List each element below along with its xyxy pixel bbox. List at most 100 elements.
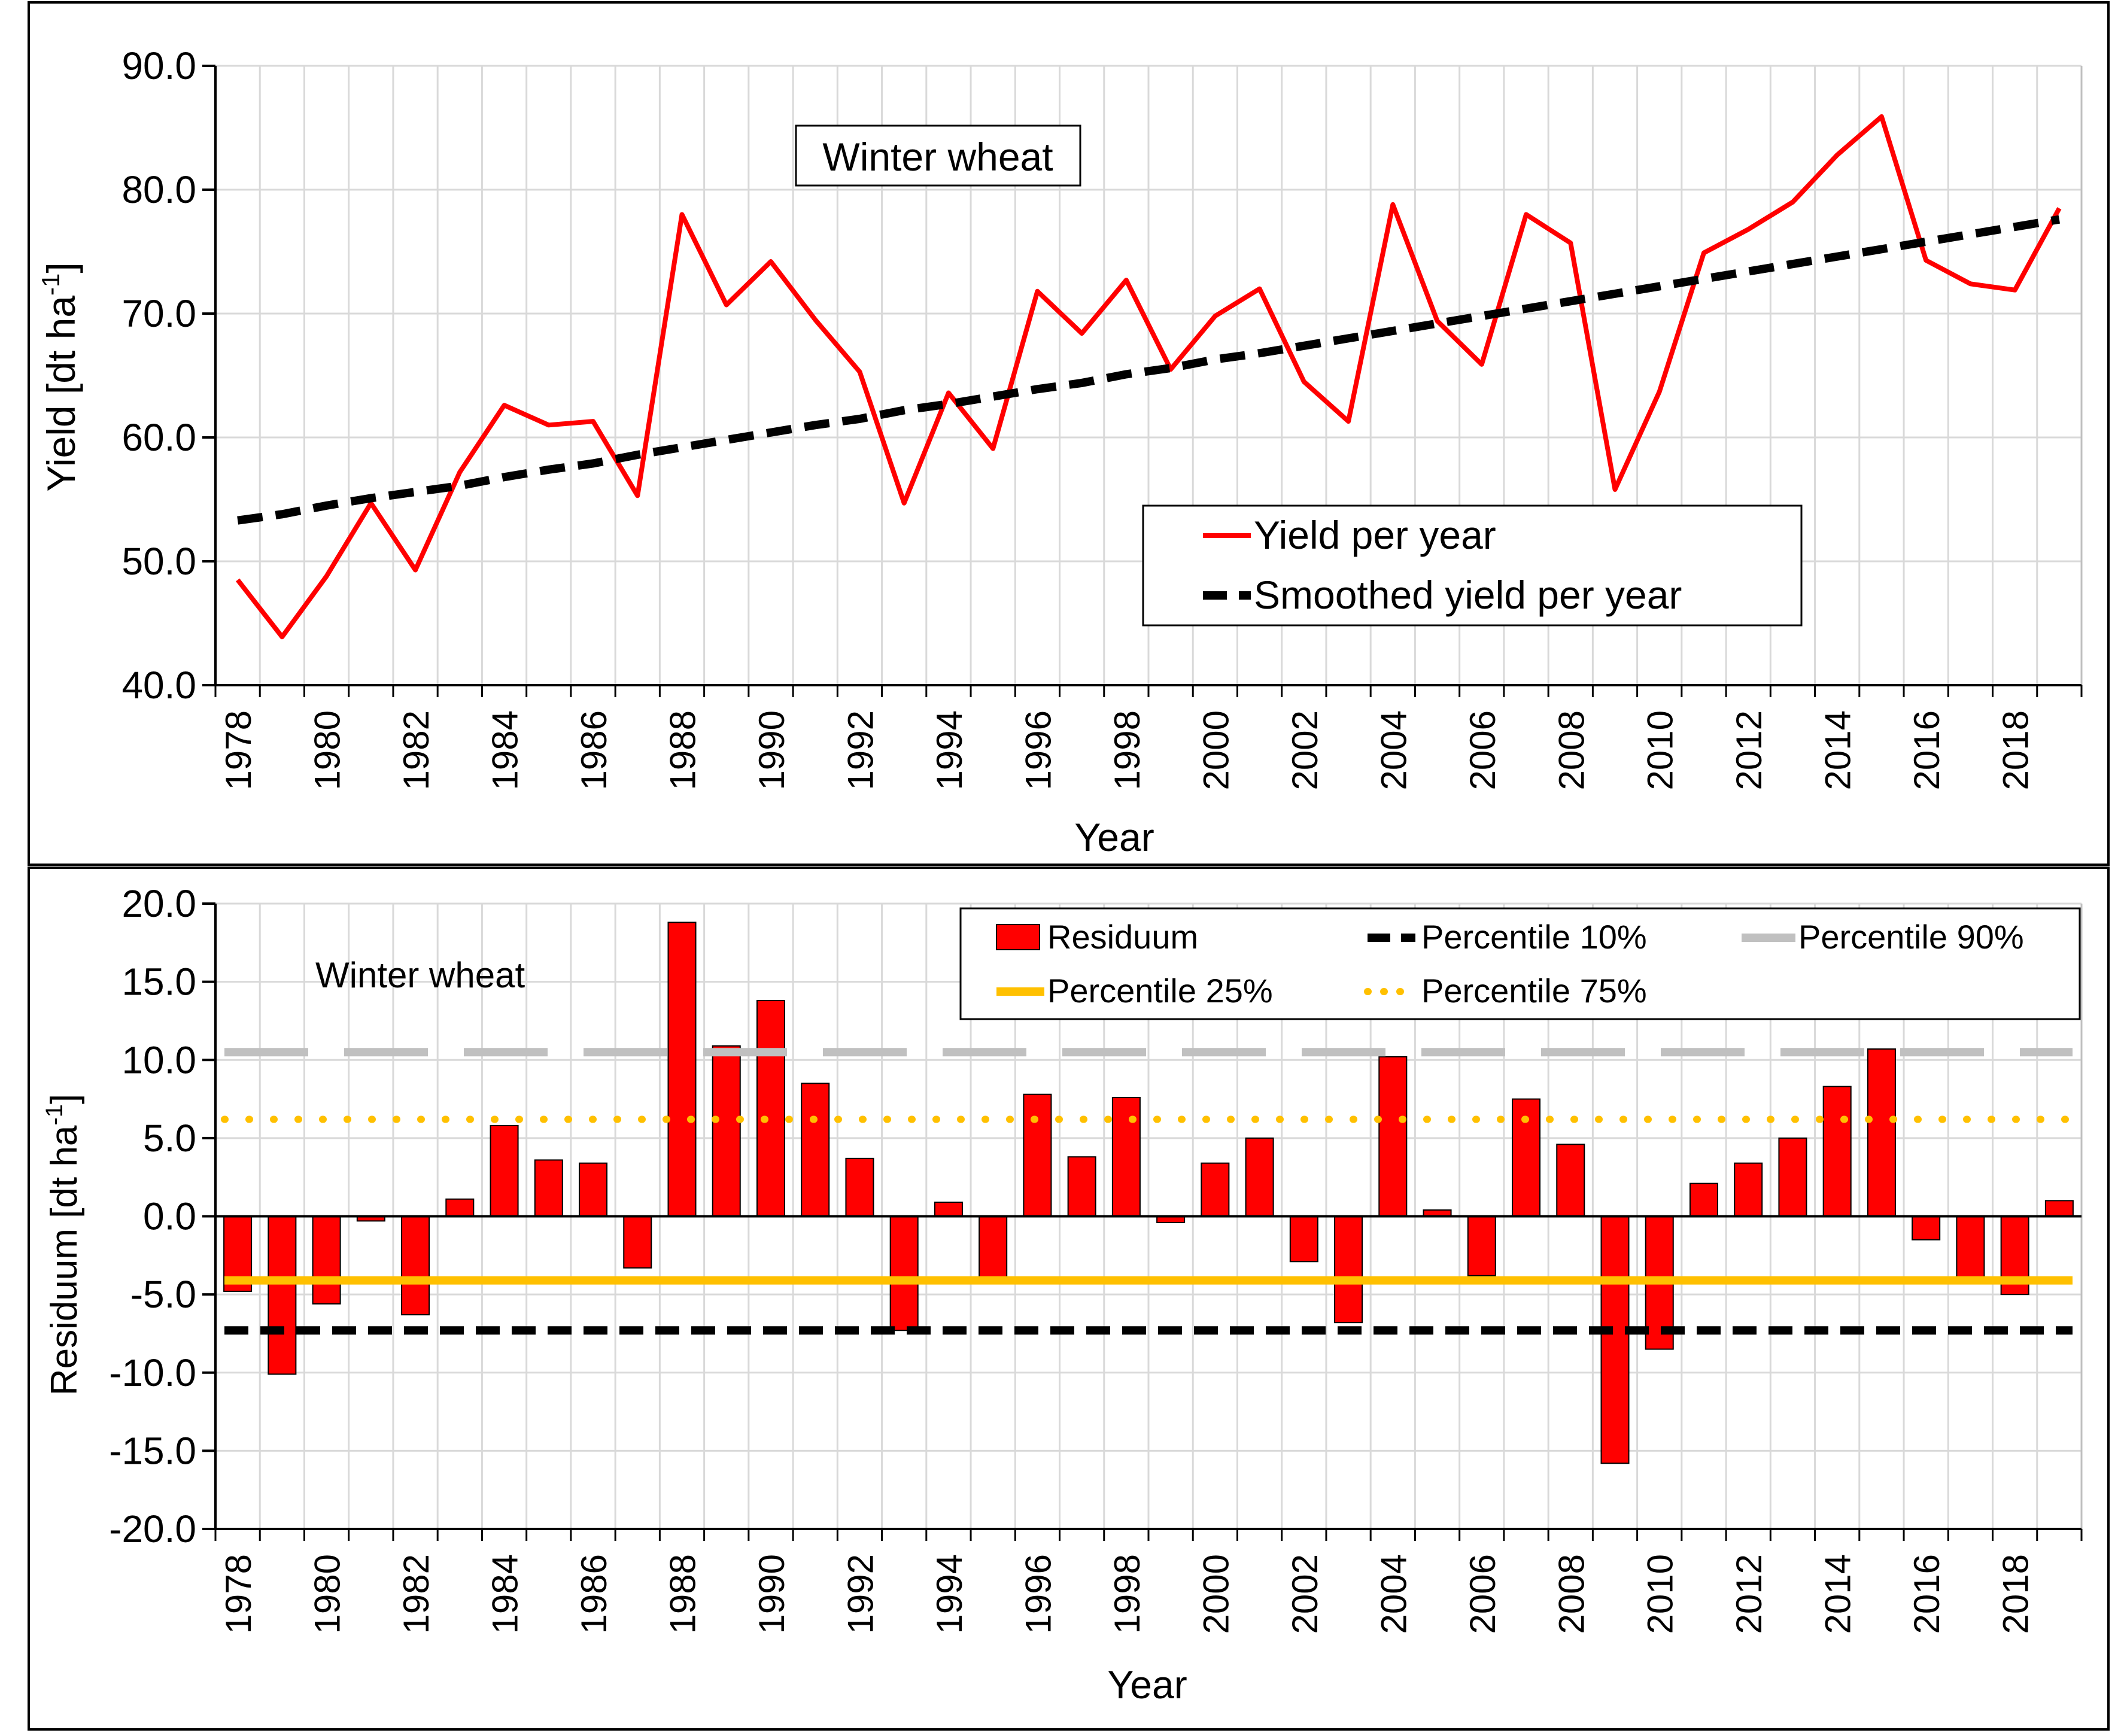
residuum-bar bbox=[1334, 1215, 1363, 1324]
bottom-x-tick-label: 1992 bbox=[840, 1554, 880, 1634]
top-x-tick-label: 2016 bbox=[1907, 710, 1947, 790]
bottom-y-tick-label: 5.0 bbox=[143, 1117, 196, 1160]
residuum-bar bbox=[445, 1198, 475, 1217]
residuum-bar bbox=[979, 1215, 1008, 1278]
bottom-x-tick-label: 2000 bbox=[1196, 1554, 1236, 1634]
top-legend: Yield per year Smoothed yield per year bbox=[1142, 504, 1803, 627]
residuum-bar bbox=[1556, 1144, 1585, 1217]
top-x-tick-label: 1978 bbox=[218, 710, 259, 790]
bottom-x-tick-label: 1994 bbox=[929, 1554, 970, 1634]
bottom-x-tick-label: 1978 bbox=[218, 1554, 259, 1634]
top-y-tick-label: 50.0 bbox=[121, 540, 196, 583]
residuum-bar bbox=[1867, 1048, 1896, 1217]
residuum-bar bbox=[1600, 1215, 1630, 1464]
top-x-tick-label: 2006 bbox=[1463, 710, 1503, 790]
bottom-y-tick-label: -10.0 bbox=[109, 1351, 196, 1394]
bottom-y-tick-label: 10.0 bbox=[121, 1038, 196, 1081]
bottom-y-tick-label: 15.0 bbox=[121, 960, 196, 1004]
residuum-bar bbox=[1467, 1215, 1496, 1276]
top-x-tick-label: 1998 bbox=[1107, 710, 1147, 790]
yield-per-year-line bbox=[235, 114, 2062, 640]
legend-residuum-label: Residuum bbox=[1047, 918, 1198, 956]
bottom-x-tick-label: 1988 bbox=[663, 1554, 703, 1634]
bottom-x-tick-label: 2008 bbox=[1551, 1554, 1591, 1634]
legend-p25-label: Percentile 25% bbox=[1047, 972, 1273, 1010]
residuum-bar bbox=[934, 1201, 963, 1217]
top-x-tick-label: 1994 bbox=[929, 710, 970, 790]
top-series bbox=[235, 114, 2062, 640]
bottom-y-axis-title-end: ] bbox=[44, 1094, 85, 1104]
top-x-tick-label: 1982 bbox=[396, 710, 436, 790]
top-y-axis-title-end: ] bbox=[39, 262, 83, 273]
top-annotation-box bbox=[795, 124, 1081, 187]
top-x-tick-label: 2002 bbox=[1285, 710, 1325, 790]
residuum-bar bbox=[712, 1045, 741, 1217]
bottom-x-tick-label: 1982 bbox=[396, 1554, 436, 1634]
bottom-x-tick-label: 1980 bbox=[308, 1554, 348, 1634]
top-x-tick-label: 1980 bbox=[308, 710, 348, 790]
legend-p90-label: Percentile 90% bbox=[1798, 918, 2024, 956]
residuum-bar bbox=[490, 1124, 519, 1217]
top-x-tick-label: 1996 bbox=[1018, 710, 1058, 790]
residuum-bar bbox=[312, 1215, 341, 1305]
bottom-y-tick-label: 0.0 bbox=[143, 1195, 196, 1238]
top-x-tick-label: 1988 bbox=[663, 710, 703, 790]
bottom-panel-border bbox=[28, 867, 2110, 1731]
residuum-bar bbox=[1201, 1162, 1230, 1217]
top-annotation: Winter wheat bbox=[822, 135, 1053, 179]
residuum-bar bbox=[889, 1215, 919, 1331]
top-x-tick-label: 1990 bbox=[752, 710, 792, 790]
top-x-tick-label: 2000 bbox=[1196, 710, 1236, 790]
bottom-y-axis-title-main: Residuum [dt ha bbox=[44, 1125, 85, 1396]
bottom-annotation: Winter wheat bbox=[315, 955, 525, 995]
top-panel-border bbox=[28, 1, 2110, 866]
bottom-x-tick-label: 2002 bbox=[1285, 1554, 1325, 1634]
bottom-legend-box bbox=[959, 907, 2081, 1020]
residuum-bar bbox=[579, 1162, 608, 1217]
bottom-x-tick-label: 2016 bbox=[1907, 1554, 1947, 1634]
top-x-tick-label: 2014 bbox=[1818, 710, 1858, 790]
legend-yield-label: Yield per year bbox=[1254, 513, 1496, 557]
top-y-tick-label: 40.0 bbox=[121, 664, 196, 707]
smoothed-yield-line bbox=[237, 215, 2061, 525]
top-y-tick-label: 80.0 bbox=[121, 168, 196, 211]
residuum-bar bbox=[1111, 1096, 1141, 1217]
top-x-tick-label: 2004 bbox=[1374, 710, 1414, 790]
bottom-x-tick-label: 2010 bbox=[1640, 1554, 1681, 1634]
bottom-x-tick-label: 2012 bbox=[1729, 1554, 1769, 1634]
bottom-x-tick-label: 1984 bbox=[485, 1554, 525, 1634]
yield-chart-panel: 40.0 50.0 60.0 70.0 80.0 90.0 1978 1980 1982 1984… bbox=[28, 1, 2110, 866]
bottom-x-tick-label: 2018 bbox=[1996, 1554, 2036, 1634]
residuum-bar bbox=[1023, 1093, 1052, 1217]
residuum-bar bbox=[2044, 1200, 2074, 1217]
residuum-bars bbox=[223, 922, 2074, 1464]
residuum-bar bbox=[534, 1159, 563, 1217]
bottom-y-tick-label: -5.0 bbox=[130, 1273, 196, 1316]
bottom-x-tick-label: 1990 bbox=[752, 1554, 792, 1634]
top-y-axis-title-main: Yield [dt ha bbox=[39, 296, 83, 492]
residuum-bar bbox=[1734, 1162, 1763, 1217]
bottom-x-tick-label: 2004 bbox=[1374, 1554, 1414, 1634]
legend-smoothed-label: Smoothed yield per year bbox=[1254, 573, 1682, 617]
residuum-bar bbox=[801, 1083, 830, 1217]
legend-p75-label: Percentile 75% bbox=[1421, 972, 1647, 1010]
top-legend-box bbox=[1142, 504, 1803, 627]
residuum-chart-panel: -20.0 -15.0 -10.0 -5.0 0.0 5.0 10.0 15.0 20.0 197… bbox=[28, 867, 2110, 1731]
top-y-tick-label: 60.0 bbox=[121, 416, 196, 459]
top-x-axis-title: Year bbox=[1074, 815, 1154, 859]
bottom-x-tick-label: 2006 bbox=[1463, 1554, 1503, 1634]
top-x-tick-label: 1984 bbox=[485, 710, 525, 790]
legend-residuum-swatch bbox=[996, 924, 1040, 950]
residuum-bar bbox=[1778, 1137, 1807, 1217]
residuum-bar bbox=[268, 1215, 297, 1375]
residuum-bar bbox=[401, 1215, 430, 1316]
bottom-y-tick-label: 20.0 bbox=[121, 882, 196, 925]
bottom-x-tick-label: 1986 bbox=[574, 1554, 614, 1634]
residuum-bar bbox=[1822, 1086, 1852, 1217]
top-x-tick-label: 1986 bbox=[574, 710, 614, 790]
top-y-tick-label: 90.0 bbox=[121, 44, 196, 87]
bottom-legend: Residuum Percentile 10% Percentile 90% P… bbox=[959, 907, 2081, 1020]
top-x-tick-label: 2012 bbox=[1729, 710, 1769, 790]
residuum-bar bbox=[667, 922, 697, 1217]
